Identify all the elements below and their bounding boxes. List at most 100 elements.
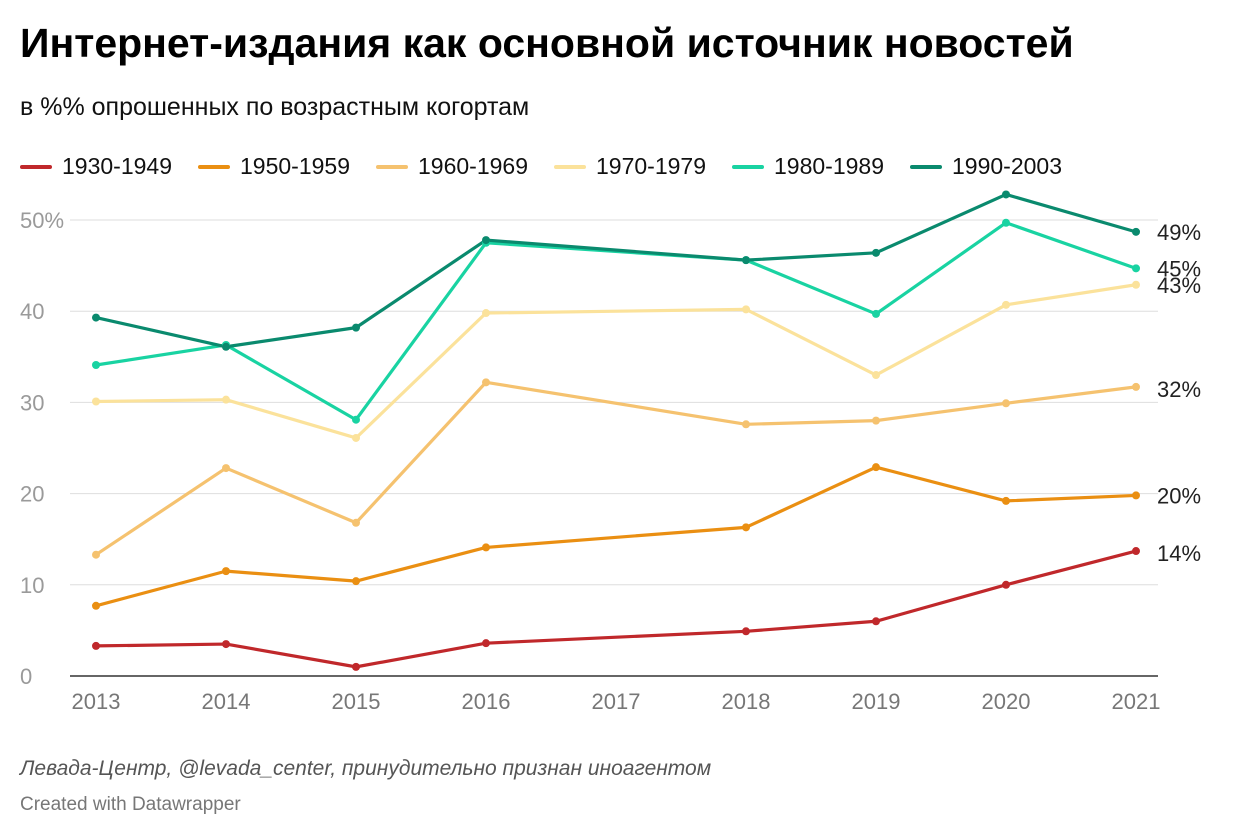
x-tick-label: 2014 (202, 689, 251, 714)
data-point-1930-1949-2013 (92, 641, 100, 650)
data-point-1990-2003-2019 (872, 248, 880, 257)
x-tick-label: 2015 (332, 689, 381, 714)
credit-link[interactable]: Created with Datawrapper (20, 794, 241, 815)
series-line-1990-2003 (94, 192, 1138, 349)
chart-title: Интернет-издания как основной источник н… (20, 20, 1074, 66)
data-point-1950-1959-2021 (1132, 491, 1140, 500)
data-point-1950-1959-2014 (222, 567, 230, 576)
legend: 1930-1949 1950-1959 1960-1969 1970-1979 1980… (20, 153, 1088, 180)
series-points (92, 190, 1140, 671)
legend-swatch (20, 164, 52, 169)
data-point-1990-2003-2014 (222, 342, 230, 351)
data-point-1930-1949-2016 (482, 639, 490, 648)
legend-swatch (910, 164, 942, 169)
data-point-1930-1949-2019 (872, 617, 880, 626)
y-tick-label: 20 (20, 482, 44, 507)
data-point-1950-1959-2016 (482, 543, 490, 552)
data-point-1960-1969-2015 (352, 518, 360, 527)
x-tick-label: 2016 (462, 689, 511, 714)
legend-swatch (198, 164, 230, 169)
data-point-1950-1959-2019 (872, 463, 880, 472)
y-tick-label: 50% (20, 208, 64, 233)
chart-subtitle: в %% опрошенных по возрастным когортам (20, 93, 530, 121)
data-point-1980-1989-2021 (1132, 264, 1140, 273)
legend-item: 1960-1969 (376, 153, 528, 180)
end-value-label: 45% (1157, 256, 1201, 281)
x-tick-label: 2017 (592, 689, 641, 714)
data-point-1970-1979-2019 (872, 371, 880, 380)
end-value-label: 43% (1157, 273, 1201, 298)
legend-item: 1980-1989 (732, 153, 884, 180)
series-line-1970-1979 (94, 283, 1138, 440)
line-chart: 0 10 20 30 40 50% 2013 2014 2015 2016 2017 2018 20 1… (20, 190, 1201, 714)
data-point-1950-1959-2018 (742, 523, 750, 532)
end-value-label: 20% (1157, 483, 1201, 508)
grid (70, 219, 1158, 677)
legend-label: 1950-1959 (240, 153, 350, 179)
x-axis: 2013 2014 2015 2016 2017 2018 2019 2020 2021 (72, 689, 1161, 714)
legend-swatch (732, 164, 764, 169)
x-tick-label: 2021 (1112, 689, 1161, 714)
legend-label: 1990-2003 (952, 153, 1062, 179)
data-point-1970-1979-2015 (352, 433, 360, 442)
data-point-1980-1989-2019 (872, 309, 880, 318)
x-tick-label: 2020 (982, 689, 1031, 714)
end-labels: 14% 20% 32% 43%45% 49% (1157, 220, 1201, 566)
series-lines (94, 192, 1138, 669)
data-point-1930-1949-2018 (742, 627, 750, 636)
data-point-1990-2003-2020 (1002, 190, 1010, 199)
y-tick-label: 10 (20, 573, 44, 598)
data-point-1960-1969-2014 (222, 464, 230, 473)
data-point-1970-1979-2021 (1132, 280, 1140, 289)
y-tick-label: 30 (20, 390, 44, 415)
data-point-1970-1979-2018 (742, 305, 750, 314)
legend-label: 1980-1989 (774, 153, 884, 179)
data-point-1930-1949-2014 (222, 640, 230, 649)
y-tick-label: 40 (20, 299, 44, 324)
legend-label: 1960-1969 (418, 153, 528, 179)
series-line-1960-1969 (94, 380, 1138, 557)
data-point-1930-1949-2015 (352, 662, 360, 671)
data-point-1990-2003-2018 (742, 256, 750, 265)
data-point-1970-1979-2014 (222, 395, 230, 404)
legend-item: 1970-1979 (554, 153, 706, 180)
data-point-1950-1959-2013 (92, 601, 100, 610)
data-point-1950-1959-2020 (1002, 496, 1010, 505)
y-axis: 0 10 20 30 40 50% (20, 208, 64, 689)
end-value-label: 14% (1157, 541, 1201, 566)
legend-item: 1950-1959 (198, 153, 350, 180)
data-point-1990-2003-2015 (352, 323, 360, 332)
data-point-1960-1969-2013 (92, 550, 100, 559)
data-point-1980-1989-2020 (1002, 218, 1010, 227)
legend-item: 1990-2003 (910, 153, 1062, 180)
legend-swatch (554, 164, 586, 169)
data-point-1930-1949-2020 (1002, 580, 1010, 589)
data-point-1970-1979-2020 (1002, 300, 1010, 309)
legend-swatch (376, 164, 408, 169)
series-line-1980-1989 (94, 221, 1138, 422)
data-point-1960-1969-2020 (1002, 399, 1010, 408)
end-value-label: 49% (1157, 220, 1201, 245)
data-point-1930-1949-2021 (1132, 547, 1140, 556)
legend-item: 1930-1949 (20, 153, 172, 180)
end-value-label: 32% (1157, 377, 1201, 402)
data-point-1980-1989-2013 (92, 361, 100, 370)
data-point-1970-1979-2016 (482, 309, 490, 318)
data-point-1950-1959-2015 (352, 577, 360, 586)
x-tick-label: 2013 (72, 689, 121, 714)
legend-label: 1930-1949 (62, 153, 172, 179)
data-point-1980-1989-2015 (352, 415, 360, 424)
data-point-1960-1969-2021 (1132, 382, 1140, 391)
y-tick-label: 0 (20, 664, 32, 689)
legend-label: 1970-1979 (596, 153, 706, 179)
x-tick-label: 2018 (722, 689, 771, 714)
data-point-1960-1969-2016 (482, 378, 490, 387)
data-point-1990-2003-2021 (1132, 227, 1140, 236)
source-note: Левада-Центр, @levada_center, принудител… (20, 757, 712, 780)
data-point-1990-2003-2016 (482, 236, 490, 245)
data-point-1960-1969-2018 (742, 420, 750, 429)
series-line-1930-1949 (94, 549, 1138, 669)
data-point-1970-1979-2013 (92, 397, 100, 406)
data-point-1960-1969-2019 (872, 416, 880, 425)
series-line-1950-1959 (94, 465, 1138, 608)
